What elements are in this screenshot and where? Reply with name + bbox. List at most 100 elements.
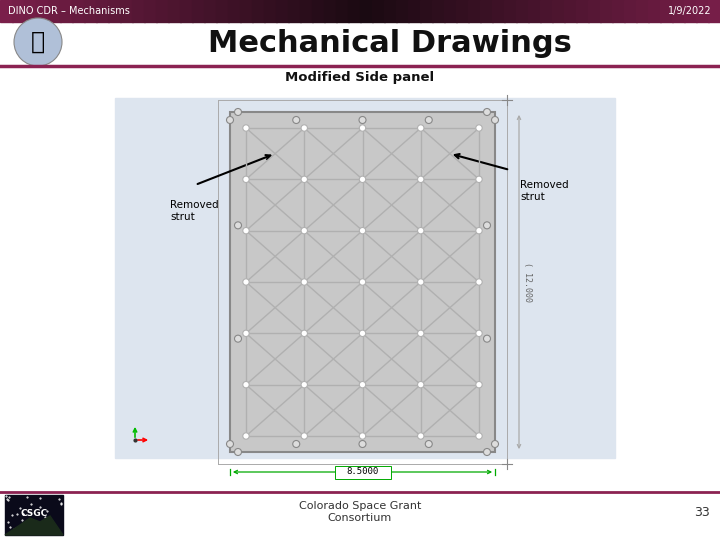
- Bar: [96, 0, 109, 22]
- Bar: [420, 0, 433, 22]
- Circle shape: [418, 227, 424, 234]
- Circle shape: [484, 335, 490, 342]
- Circle shape: [359, 227, 366, 234]
- Circle shape: [243, 125, 249, 131]
- Bar: [264, 0, 277, 22]
- Bar: [576, 0, 589, 22]
- Circle shape: [235, 449, 241, 456]
- Bar: [60, 0, 73, 22]
- Polygon shape: [5, 516, 63, 535]
- Bar: [48, 0, 61, 22]
- Circle shape: [418, 433, 424, 439]
- Bar: [444, 0, 457, 22]
- Bar: [36, 0, 49, 22]
- Circle shape: [243, 279, 249, 285]
- Circle shape: [301, 227, 307, 234]
- Bar: [72, 0, 85, 22]
- Text: CSGC: CSGC: [20, 510, 48, 518]
- Text: Removed
strut: Removed strut: [520, 180, 569, 201]
- Bar: [540, 0, 553, 22]
- Circle shape: [301, 381, 307, 388]
- Bar: [115, 98, 615, 458]
- Circle shape: [301, 330, 307, 336]
- Bar: [5, 495, 63, 535]
- Circle shape: [476, 330, 482, 336]
- Circle shape: [359, 279, 366, 285]
- Circle shape: [418, 279, 424, 285]
- Circle shape: [293, 441, 300, 448]
- Bar: [324, 0, 337, 22]
- Circle shape: [359, 117, 366, 124]
- Bar: [180, 0, 193, 22]
- Bar: [156, 0, 169, 22]
- Bar: [588, 0, 601, 22]
- Bar: [216, 0, 229, 22]
- Circle shape: [235, 222, 241, 229]
- Bar: [228, 0, 241, 22]
- Circle shape: [492, 117, 498, 124]
- Bar: [336, 0, 349, 22]
- Text: Mechanical Drawings: Mechanical Drawings: [208, 30, 572, 58]
- Bar: [230, 112, 495, 452]
- Bar: [204, 0, 217, 22]
- Text: 33: 33: [694, 505, 710, 518]
- Circle shape: [359, 330, 366, 336]
- Bar: [335, 466, 390, 479]
- Bar: [288, 0, 301, 22]
- Circle shape: [14, 18, 62, 66]
- Bar: [600, 0, 613, 22]
- Circle shape: [227, 117, 233, 124]
- Circle shape: [243, 381, 249, 388]
- Text: ( 12.000: ( 12.000: [523, 262, 532, 302]
- Bar: [672, 0, 685, 22]
- Bar: [480, 0, 493, 22]
- Circle shape: [235, 109, 241, 116]
- Bar: [636, 0, 649, 22]
- Bar: [12, 0, 25, 22]
- Circle shape: [476, 125, 482, 131]
- Bar: [192, 0, 205, 22]
- Bar: [312, 0, 325, 22]
- Text: 8.5000: 8.5000: [346, 468, 379, 476]
- Bar: [648, 0, 661, 22]
- Bar: [660, 0, 673, 22]
- Circle shape: [227, 441, 233, 448]
- Circle shape: [243, 433, 249, 439]
- Bar: [168, 0, 181, 22]
- Circle shape: [484, 449, 490, 456]
- Text: 1/9/2022: 1/9/2022: [668, 6, 712, 16]
- Bar: [24, 0, 37, 22]
- Circle shape: [359, 433, 366, 439]
- Text: Modified Side panel: Modified Side panel: [285, 71, 435, 84]
- Text: 🌐: 🌐: [31, 30, 45, 54]
- Bar: [0, 0, 13, 22]
- Bar: [396, 0, 409, 22]
- Circle shape: [359, 176, 366, 183]
- Circle shape: [418, 381, 424, 388]
- Circle shape: [476, 227, 482, 234]
- Bar: [300, 0, 313, 22]
- Circle shape: [301, 125, 307, 131]
- Circle shape: [301, 176, 307, 183]
- Bar: [252, 0, 265, 22]
- Bar: [624, 0, 637, 22]
- Circle shape: [359, 381, 366, 388]
- Circle shape: [476, 433, 482, 439]
- Bar: [348, 0, 361, 22]
- Bar: [120, 0, 133, 22]
- Bar: [408, 0, 421, 22]
- Circle shape: [243, 330, 249, 336]
- Bar: [132, 0, 145, 22]
- Circle shape: [426, 117, 432, 124]
- Bar: [468, 0, 481, 22]
- Bar: [684, 0, 697, 22]
- Circle shape: [476, 381, 482, 388]
- Bar: [432, 0, 445, 22]
- Bar: [612, 0, 625, 22]
- Circle shape: [426, 441, 432, 448]
- Bar: [144, 0, 157, 22]
- Bar: [552, 0, 565, 22]
- Bar: [696, 0, 709, 22]
- Circle shape: [492, 441, 498, 448]
- Bar: [384, 0, 397, 22]
